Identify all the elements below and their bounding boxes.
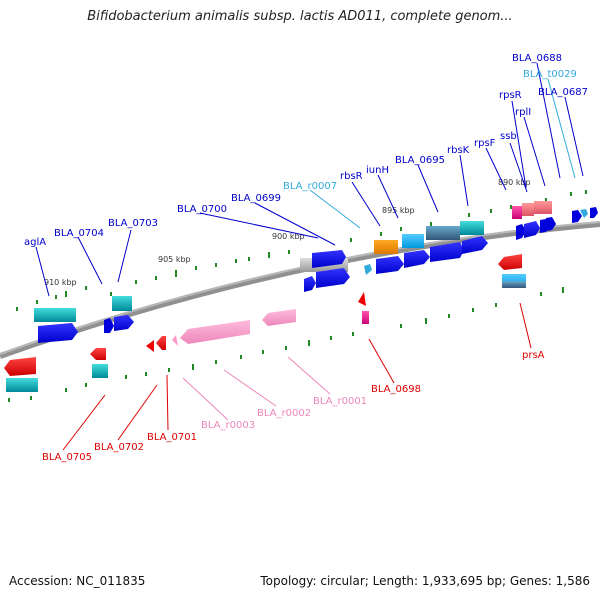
forward-strand-genes	[34, 201, 598, 343]
gene-feature	[460, 221, 484, 235]
label-BLA_0704: BLA_0704	[54, 228, 104, 239]
gene-feature	[534, 201, 552, 214]
gene-feature	[112, 296, 132, 311]
gene-feature	[516, 224, 526, 240]
genome-backbone	[0, 221, 600, 359]
label-BLA_0699: BLA_0699	[231, 193, 281, 204]
label-BLA_0702: BLA_0702	[94, 442, 144, 453]
gene-feature	[156, 336, 166, 350]
label-BLA_0703: BLA_0703	[108, 218, 158, 229]
label-BLA_r0007: BLA_r0007	[283, 181, 337, 192]
gene-feature	[172, 335, 178, 346]
map-title: Bifidobacterium animalis subsp. lactis A…	[87, 9, 513, 24]
gene-labels: aglA BLA_0704 BLA_0703 BLA_0700 BLA_0699…	[24, 53, 588, 463]
gene-feature	[316, 268, 350, 288]
gene-feature	[34, 308, 76, 322]
label-prsA: prsA	[522, 350, 545, 361]
gene-feature	[358, 292, 366, 306]
gene-feature	[572, 210, 582, 223]
label-BLA_0687: BLA_0687	[538, 87, 588, 98]
scale-label-895: 895 kbp	[382, 206, 415, 215]
label-BLA_0700: BLA_0700	[177, 204, 227, 215]
gene-feature	[522, 203, 534, 216]
genome-summary-text: Topology: circular; Length: 1,933,695 bp…	[260, 574, 590, 588]
gene-feature	[262, 309, 296, 326]
label-BLA_r0002: BLA_r0002	[257, 408, 311, 419]
gene-feature	[92, 364, 108, 378]
label-rbsK: rbsK	[447, 145, 470, 156]
gene-feature	[4, 357, 36, 376]
leader-lines	[35, 62, 584, 451]
gene-feature	[546, 217, 556, 231]
gene-feature	[462, 236, 488, 254]
gene-feature	[146, 340, 154, 352]
gene-feature	[364, 264, 372, 275]
gene-feature	[312, 250, 346, 268]
label-BLA_r0001: BLA_r0001	[313, 396, 367, 407]
label-rbsR: rbsR	[340, 171, 363, 182]
scale-label-900: 900 kbp	[272, 232, 305, 241]
gene-feature	[90, 348, 106, 360]
reverse-strand-genes	[4, 254, 526, 392]
scale-label-910: 910 kbp	[44, 278, 77, 287]
label-BLA_t0029: BLA_t0029	[523, 69, 577, 80]
tick-track-lower	[8, 287, 564, 402]
gene-feature	[498, 254, 522, 270]
gene-feature	[374, 240, 398, 254]
label-ssb: ssb	[500, 131, 517, 142]
label-BLA_0698: BLA_0698	[371, 384, 421, 395]
label-BLA_0695: BLA_0695	[395, 155, 445, 166]
scale-label-905: 905 kbp	[158, 255, 191, 264]
label-rpsR: rpsR	[499, 90, 522, 101]
gene-feature	[6, 378, 38, 392]
gene-feature	[402, 234, 424, 248]
gene-feature	[426, 226, 460, 240]
label-rplI: rplI	[515, 107, 531, 118]
gene-feature	[590, 207, 598, 218]
label-aglA: aglA	[24, 237, 46, 248]
label-BLA_0701: BLA_0701	[147, 432, 197, 443]
label-BLA_0688: BLA_0688	[512, 53, 562, 64]
gene-feature	[376, 256, 404, 274]
gene-feature	[524, 221, 540, 238]
gene-feature	[104, 318, 114, 333]
gene-feature	[304, 276, 316, 292]
gene-feature	[404, 250, 430, 268]
label-BLA_0705: BLA_0705	[42, 452, 92, 463]
scale-labels: 910 kbp 905 kbp 900 kbp 895 kbp 890 kbp	[44, 178, 531, 287]
label-BLA_r0003: BLA_r0003	[201, 420, 255, 431]
label-iunH: iunH	[366, 165, 389, 176]
gene-feature	[114, 315, 134, 331]
gene-feature	[580, 209, 588, 218]
gene-feature	[180, 320, 250, 344]
tick-track-upper	[16, 190, 587, 311]
gene-feature	[512, 206, 522, 219]
gene-feature	[362, 311, 369, 324]
gene-feature	[430, 242, 464, 262]
gene-feature	[502, 281, 526, 288]
accession-text: Accession: NC_011835	[9, 574, 146, 588]
label-rpsF: rpsF	[474, 138, 496, 149]
gene-feature	[38, 323, 78, 343]
scale-label-890: 890 kbp	[498, 178, 531, 187]
